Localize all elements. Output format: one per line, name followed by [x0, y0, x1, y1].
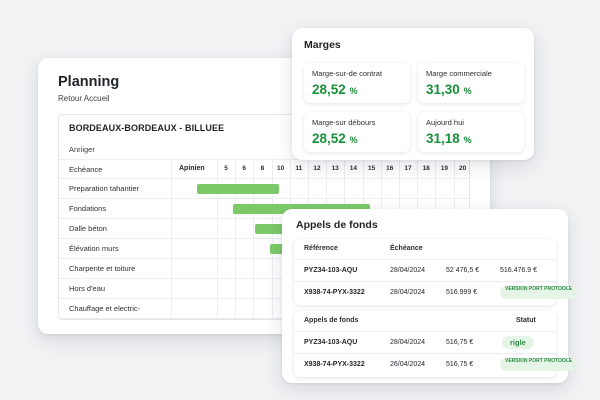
task-label: Chauffage et electric- [69, 304, 141, 313]
status-badge: VERSION PORT PROTOOLE [500, 286, 578, 299]
marges-card: Marges Marge-sur-de contrat 28,52 % Marg… [292, 28, 534, 160]
task-label: Élévation murs [69, 244, 119, 253]
row-amount: 516.999 € [446, 289, 478, 296]
margin-label: Marge commerciale [426, 69, 492, 78]
appels-card: Appels de fonds Référence Échéance PYZ34… [282, 209, 578, 383]
appels-table-2: Appels de fonds Statut PYZ34-103-AQU 28/… [294, 311, 578, 377]
table-header: Référence [304, 245, 338, 252]
table-row[interactable]: X938-74-PYX-3322 28/04/2024 516.999 € VE… [294, 281, 578, 303]
row-date: 26/04/2024 [390, 361, 426, 368]
gantt-first-col: Apinien [179, 165, 205, 172]
gantt-column-label: 8 [260, 165, 265, 172]
table-header: Échéance [390, 245, 423, 252]
task-label: Charpente et toiture [69, 264, 136, 273]
planning-title: Planning [58, 74, 120, 90]
row-reference: PYZ34-103-AQU [304, 339, 358, 346]
gantt-header-label: Echéance [69, 165, 103, 174]
margin-label: Aujourd hui [426, 118, 464, 127]
gantt-column-label: 6 [242, 165, 246, 172]
gantt-column-label: 16 [386, 165, 394, 172]
table-row[interactable]: PYZ34-103-AQU 28/04/2024 52 476,5 € 516.… [294, 259, 556, 281]
row-amount: 52 476,5 € [446, 267, 480, 274]
gantt-column-label: 20 [458, 165, 467, 172]
gantt-grid-line [253, 159, 255, 319]
status-badge: rigle [502, 336, 534, 349]
gantt-grid-line [171, 159, 172, 319]
table-row[interactable]: X938-74-PYX-3322 26/04/2024 516,75 € VER… [294, 353, 578, 375]
gantt-column-label: 10 [276, 165, 285, 172]
project-name: BORDEAUX-BORDEAUX - BILLUEE [69, 123, 225, 133]
row-date: 28/04/2024 [390, 289, 426, 296]
gantt-column-label: 14 [349, 165, 357, 172]
table-header: Statut [516, 317, 536, 324]
gantt-column-label: 12 [313, 165, 321, 172]
table-row[interactable]: PYZ34-103-AQU 28/04/2024 516,75 € rigle [294, 331, 556, 353]
gantt-grid-line [235, 159, 237, 319]
row-amount-total: 516.476.9 € [500, 267, 537, 274]
gantt-subheader: Anriiger [69, 145, 95, 154]
gantt-grid-line [271, 159, 273, 319]
gantt-row[interactable]: Charpente et toiture [59, 259, 469, 279]
appels-table-1: Référence Échéance PYZ34-103-AQU 28/04/2… [294, 239, 578, 305]
task-bar[interactable] [197, 184, 279, 194]
back-link[interactable]: Retour Accueil [58, 94, 110, 103]
margin-box-commerciale: Marge commerciale 31,30 % [418, 63, 524, 103]
task-label: Preparation tahantier [69, 184, 140, 193]
row-reference: PYZ34-103-AQU [304, 267, 358, 274]
gantt-column-label: 19 [440, 165, 448, 172]
row-reference: X938-74-PYX-3322 [304, 361, 365, 368]
margin-box-aujourdhui: Aujourd hui 31,18 % [418, 112, 524, 152]
margin-value: 31,30 % [426, 82, 472, 97]
row-amount: 516,75 € [446, 361, 474, 368]
row-date: 28/04/2024 [390, 267, 426, 274]
gantt-grid-line [217, 159, 218, 319]
gantt-row[interactable]: Hors d'eau [59, 279, 469, 299]
gantt-column-label: 11 [295, 165, 303, 172]
margin-value: 31,18 % [426, 131, 472, 146]
marges-title: Marges [304, 39, 341, 51]
task-label: Hors d'eau [69, 284, 106, 293]
status-badge: VERSION PORT PROTOOLE [500, 358, 578, 371]
gantt-column-label: 15 [367, 165, 376, 172]
margin-label: Marge-sur-de contrat [312, 69, 383, 78]
gantt-column-label: 5 [224, 165, 228, 172]
gantt-header: Echéance Apinien 5 6 8 10 11 12 13 14 15 16 17 18 19… [59, 159, 469, 179]
task-label: Fondations [69, 204, 107, 213]
gantt-column-label: 17 [404, 165, 412, 172]
margin-box-contrat: Marge-sur-de contrat 28,52 % [304, 63, 410, 103]
row-amount: 516,75 € [446, 339, 474, 346]
gantt-column-label: 18 [422, 165, 430, 172]
margin-label: Marge-sur débours [312, 118, 376, 127]
gantt-row[interactable]: Preparation tahantier [59, 179, 469, 199]
margin-value: 28,52 % [312, 131, 358, 146]
gantt-row[interactable]: Chauffage et electric- [59, 299, 469, 319]
row-date: 28/04/2024 [390, 339, 426, 346]
table-header: Appels de fonds [304, 317, 359, 324]
task-label: Dalle béton [69, 224, 107, 233]
margin-value: 28,52 % [312, 82, 358, 97]
gantt-column-label: 13 [331, 165, 339, 172]
margin-box-debours: Marge-sur débours 28,52 % [304, 112, 410, 152]
appels-title: Appels de fonds [296, 219, 378, 231]
row-reference: X938-74-PYX-3322 [304, 289, 365, 296]
